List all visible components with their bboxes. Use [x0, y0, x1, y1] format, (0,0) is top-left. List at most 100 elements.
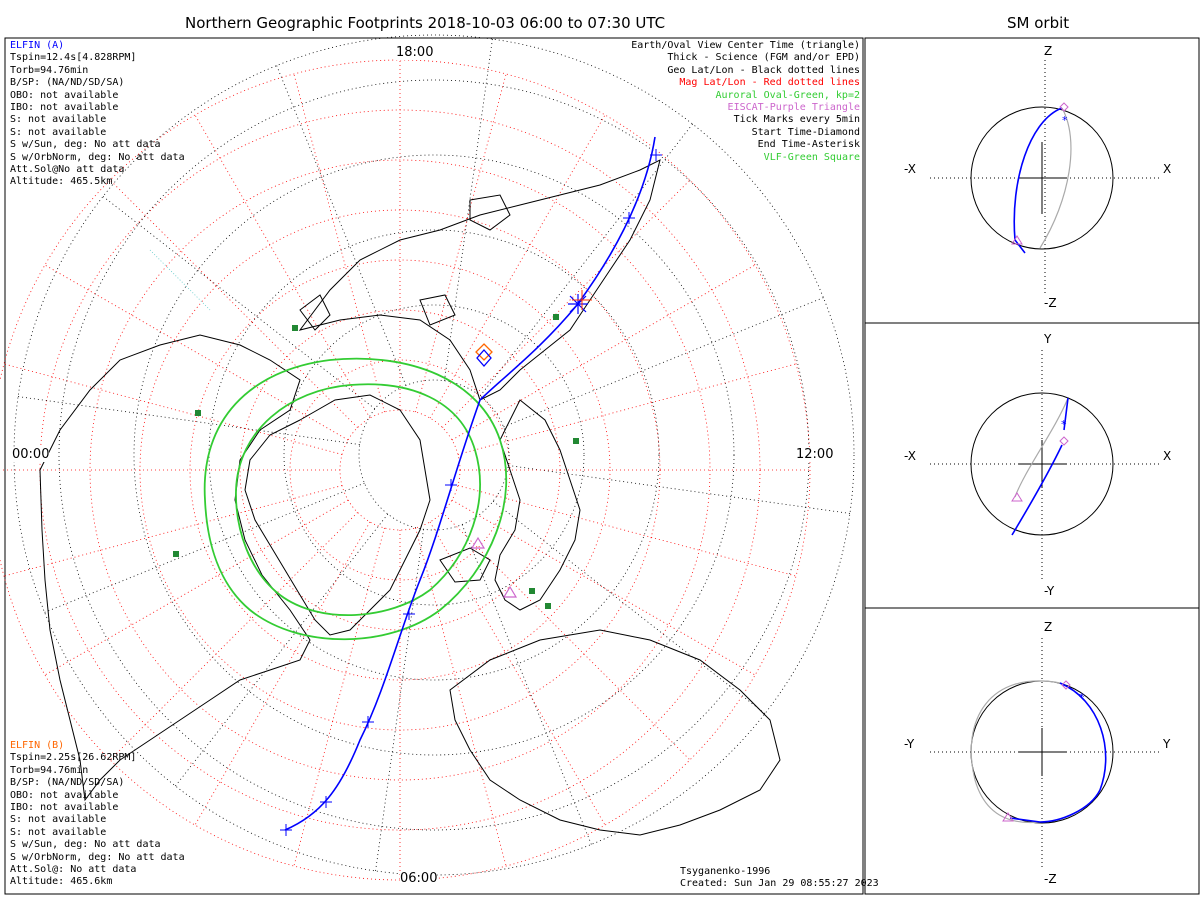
meridian: [293, 73, 385, 413]
orbit-xz-top: Z: [1044, 44, 1053, 58]
elfin-b-line: Altitude: 465.6km: [10, 876, 113, 888]
meridian: [457, 363, 797, 455]
elfin-b-info: ELFIN (B) Tspin=2.25s[26.62RPM] Torb=94.7…: [10, 740, 185, 889]
legend-item: Mag Lat/Lon - Red dotted lines: [679, 77, 860, 89]
geo-meridians: [18, 39, 850, 871]
meridian: [109, 512, 358, 761]
elfin-a-line: S w/OrbNorm, deg: No att data: [10, 151, 185, 163]
legend-item: VLF-Green Square: [763, 151, 860, 163]
orbit-yz-left: -Y: [904, 737, 915, 751]
elfin-b-name: ELFIN (B): [10, 740, 65, 751]
meridian: [457, 485, 797, 577]
elfin-b-line: Att.Sol@: No att data: [10, 864, 137, 876]
elfin-a-line: Att.Sol@No att data: [10, 164, 125, 176]
legend-item: EISCAT-Purple Triangle: [727, 102, 860, 114]
legend-item: Tick Marks every 5min: [733, 114, 860, 126]
end-asterisk: [568, 294, 588, 314]
start-diamond: [476, 349, 492, 367]
meridian: [479, 123, 693, 397]
orbit-frame: [864, 37, 1200, 895]
eiscat-markers: [470, 536, 518, 598]
elfin-b-line: B/SP: (NA/ND/SD/SA): [10, 777, 125, 789]
footer: Tsyganenko-1996 Created: Sun Jan 29 08:5…: [680, 866, 879, 891]
orbit-xy-bottom: -Y: [1044, 584, 1055, 598]
clock-label-top: 18:00: [396, 45, 434, 60]
elfin-a-line: OBO: not available: [10, 89, 119, 101]
meridian: [461, 524, 592, 845]
elfin-a-line: S: not available: [10, 114, 107, 126]
elfin-b-line: Torb=94.76min: [10, 764, 89, 776]
legend-item: End Time-Asterisk: [757, 139, 860, 151]
elfin-a-line: Altitude: 465.5km: [10, 176, 113, 188]
elfin-b-line: IBO: not available: [10, 802, 119, 814]
created-timestamp: Created: Sun Jan 29 08:55:27 2023: [680, 878, 879, 890]
orbit-xz-left: -X: [904, 162, 916, 176]
orbit-title: SM orbit: [1007, 14, 1070, 32]
svg-text:*: *: [1061, 418, 1067, 431]
elfin-b-line: S w/Sun, deg: No att data: [10, 839, 161, 851]
coastlines: [39, 159, 781, 836]
meridian: [293, 527, 385, 867]
legend-item: Thick - Science (FGM and/or EPD): [667, 52, 860, 64]
model-name: Tsyganenko-1996: [680, 866, 771, 877]
meridian: [3, 485, 343, 577]
meridian: [444, 39, 493, 381]
meridian: [492, 500, 766, 714]
orbit-panel-xy: *: [930, 350, 1160, 580]
elfin-a-line: S w/Sun, deg: No att data: [10, 139, 161, 151]
clock-label-right: 12:00: [796, 447, 834, 462]
legend-item: Geo Lat/Lon - Black dotted lines: [667, 64, 860, 76]
meridian: [429, 521, 606, 826]
auroral-oval: [203, 357, 508, 641]
meridian: [44, 499, 349, 676]
clock-label-bottom: 06:00: [400, 871, 438, 886]
track-ticks: [280, 149, 662, 836]
elfin-b-line: S w/OrbNorm, deg: No att data: [10, 851, 185, 863]
elfin-b-line: Tspin=2.25s[26.62RPM]: [10, 752, 137, 764]
end-asterisk-b: [572, 290, 592, 310]
svg-text:*: *: [1062, 114, 1068, 127]
meridian: [442, 179, 691, 428]
legend: Earth/Oval View Center Time (triangle) Th…: [631, 40, 860, 164]
meridian: [415, 527, 507, 867]
map-frame: [4, 37, 864, 895]
elfin-a-line: Torb=94.76min: [10, 64, 89, 76]
vlf-stations: [173, 314, 579, 609]
elfin-a-name: ELFIN (A): [10, 40, 65, 51]
elfin-b-line: OBO: not available: [10, 789, 119, 801]
meridian: [194, 521, 371, 826]
clock-label-left: 00:00: [12, 447, 50, 462]
orbit-panel-xz: *: [930, 60, 1160, 295]
meridian: [102, 196, 376, 410]
meridian: [44, 482, 365, 613]
elfin-b-line: S: not available: [10, 814, 107, 826]
orbit-xy-left: -X: [904, 449, 916, 463]
meridian: [508, 465, 850, 514]
meridian: [276, 65, 407, 386]
orbit-yz-top: Z: [1044, 620, 1053, 634]
orbit-panel-yz: *: [930, 638, 1160, 868]
orbit-xy-right: X: [1163, 449, 1172, 463]
meridian: [451, 264, 756, 441]
orbit-yz-right: Y: [1163, 737, 1171, 751]
elfin-b-line: S: not available: [10, 826, 107, 838]
meridian: [175, 513, 389, 787]
elfin-a-line: S: not available: [10, 126, 107, 138]
elfin-a-line: B/SP: (NA/ND/SD/SA): [10, 77, 125, 89]
legend-item: Earth/Oval View Center Time (triangle): [631, 40, 860, 51]
legend-item: Auroral Oval-Green, kp=2: [715, 89, 861, 101]
meridian: [442, 512, 691, 761]
elfin-a-line: IBO: not available: [10, 102, 119, 114]
legend-item: Start Time-Diamond: [751, 126, 860, 138]
meridian: [503, 297, 824, 428]
svg-text:*: *: [1079, 691, 1085, 704]
orbit-xy-top: Y: [1044, 332, 1052, 346]
orbit-yz-bottom: -Z: [1044, 872, 1057, 886]
elfin-track: [284, 136, 656, 831]
elfin-a-line: Tspin=12.4s[4.828RPM]: [10, 52, 137, 64]
plot-title: Northern Geographic Footprints 2018-10-0…: [185, 14, 666, 32]
meridian: [375, 529, 424, 871]
elfin-a-info: ELFIN (A) Tspin=12.4s[4.828RPM] Torb=94.7…: [10, 40, 185, 189]
meridian: [18, 396, 360, 445]
